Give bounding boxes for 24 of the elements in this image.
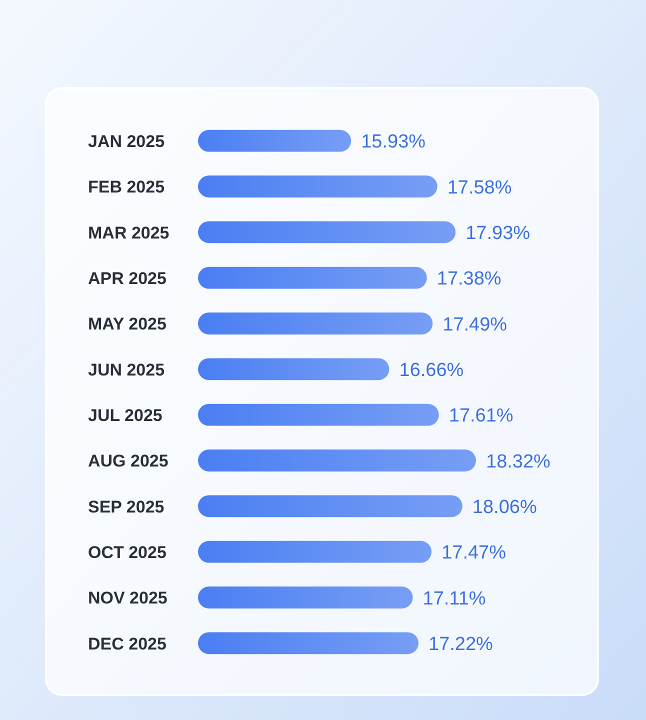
data-label: 17.93% — [466, 223, 530, 244]
data-label: 17.47% — [442, 542, 506, 564]
data-label: 18.06% — [472, 497, 537, 518]
y-tick-label: JUL 2025 — [88, 406, 162, 425]
y-tick-label: SEP 2025 — [88, 497, 164, 516]
y-tick-label: MAY 2025 — [88, 314, 166, 334]
data-label: 15.93% — [361, 132, 426, 153]
y-tick-label: NOV 2025 — [88, 588, 168, 608]
data-label: 17.11% — [422, 588, 486, 610]
data-label: 17.38% — [436, 268, 502, 290]
y-tick-label: AUG 2025 — [88, 452, 168, 471]
data-label: 17.58% — [447, 177, 512, 198]
data-label: 17.61% — [448, 406, 514, 427]
y-tick-label: APR 2025 — [88, 268, 166, 288]
y-tick-label: JAN 2025 — [88, 132, 165, 151]
data-label: 16.66% — [399, 360, 464, 382]
y-tick-label: OCT 2025 — [88, 542, 166, 562]
data-label: 18.32% — [486, 451, 551, 472]
y-tick-label: DEC 2025 — [88, 634, 166, 654]
y-tick-label: JUN 2025 — [88, 360, 165, 380]
data-label: 17.49% — [442, 314, 508, 336]
y-tick-label: FEB 2025 — [88, 178, 165, 197]
data-label: 17.22% — [428, 634, 494, 656]
y-tick-label: MAR 2025 — [88, 223, 170, 242]
